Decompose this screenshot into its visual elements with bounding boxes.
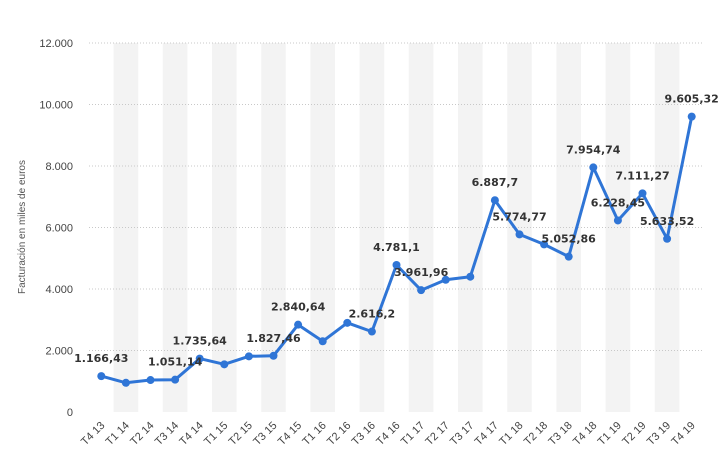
- data-point: [638, 189, 647, 198]
- data-point: [515, 230, 524, 239]
- x-tick-label: T2 17: [423, 420, 451, 448]
- data-label: 7.111,27: [615, 169, 669, 182]
- y-tick-label: 0: [67, 407, 73, 419]
- data-points: [97, 112, 696, 387]
- x-tick-label: T2 16: [325, 420, 353, 448]
- y-tick-label: 10.000: [39, 100, 73, 112]
- y-axis-ticks: 0 2.000 4.000 6.000 8.000 10.000 12.000: [39, 38, 73, 419]
- data-point: [269, 351, 278, 360]
- data-point: [392, 260, 401, 269]
- data-point: [146, 376, 155, 385]
- x-tick-label: T1 17: [399, 420, 427, 448]
- data-point: [687, 112, 696, 121]
- x-tick-label: T1 14: [104, 420, 132, 448]
- data-point: [490, 196, 499, 205]
- column-band: [507, 43, 532, 412]
- data-point: [540, 240, 549, 249]
- y-axis-label: Facturación en miles de euros: [17, 160, 28, 294]
- x-tick-label: T3 18: [546, 420, 574, 448]
- x-tick-label: T2 15: [227, 420, 255, 448]
- column-band: [408, 43, 434, 412]
- data-point: [613, 216, 622, 225]
- x-tick-label: T1 19: [596, 420, 624, 448]
- x-tick-label: T3 19: [645, 420, 673, 448]
- data-label: 4.781,1: [373, 241, 420, 254]
- data-labels: 1.166,43 1.051,14 1.735,64 1.827,46 2.840,64…: [74, 93, 718, 369]
- x-tick-label: T3 16: [350, 420, 378, 448]
- x-tick-label: T4 18: [571, 420, 599, 448]
- data-point: [367, 327, 376, 336]
- data-label: 7.954,74: [566, 143, 621, 156]
- data-label: 1.827,46: [246, 332, 301, 345]
- column-band: [654, 43, 680, 412]
- y-tick-label: 8.000: [45, 161, 73, 173]
- gridlines: [89, 42, 704, 351]
- data-label: 1.051,14: [148, 356, 203, 369]
- data-point: [121, 378, 130, 387]
- y-tick-label: 4.000: [45, 284, 73, 296]
- data-point: [441, 275, 450, 284]
- x-tick-label: T3 15: [251, 420, 279, 448]
- data-label: 1.166,43: [74, 352, 128, 365]
- x-tick-label: T1 18: [497, 420, 525, 448]
- x-tick-label: T2 14: [128, 420, 156, 448]
- column-band: [162, 43, 188, 412]
- data-label: 9.605,32: [665, 93, 718, 106]
- data-label: 5.052,86: [542, 233, 597, 246]
- data-label: 6.887,7: [472, 176, 519, 189]
- data-point: [589, 163, 598, 172]
- data-point: [466, 272, 475, 281]
- x-tick-label: T3 14: [153, 420, 181, 448]
- data-point: [97, 372, 106, 381]
- y-tick-label: 2.000: [45, 346, 73, 358]
- data-point: [294, 320, 303, 329]
- data-point: [343, 318, 352, 327]
- x-tick-label: T1 15: [202, 420, 230, 448]
- data-point: [244, 352, 253, 361]
- y-tick-label: 12.000: [39, 38, 73, 50]
- x-tick-label: T2 18: [522, 420, 550, 448]
- x-tick-label: T4 16: [374, 420, 402, 448]
- data-point: [417, 286, 426, 295]
- x-tick-label: T4 17: [473, 420, 501, 448]
- x-tick-label: T4 15: [276, 420, 304, 448]
- data-point: [171, 375, 180, 384]
- data-label: 2.840,64: [271, 301, 326, 314]
- x-tick-label: T4 19: [669, 420, 697, 448]
- data-label: 1.735,64: [173, 335, 228, 348]
- data-point: [220, 360, 229, 369]
- x-tick-label: T4 13: [79, 420, 107, 448]
- x-tick-label: T3 17: [448, 420, 476, 448]
- data-point: [663, 234, 672, 243]
- data-label: 3.961,96: [394, 266, 449, 279]
- data-label: 5.774,77: [492, 210, 546, 223]
- data-label: 6.228,45: [591, 196, 645, 209]
- data-point: [564, 252, 573, 261]
- x-tick-label: T4 14: [177, 420, 205, 448]
- data-label: 5.633,52: [640, 215, 694, 228]
- y-tick-label: 6.000: [45, 223, 73, 235]
- x-tick-label: T1 16: [300, 420, 328, 448]
- data-point: [318, 337, 327, 346]
- x-tick-label: T2 19: [620, 420, 648, 448]
- data-point: [195, 354, 204, 363]
- data-label: 2.616,2: [349, 308, 396, 321]
